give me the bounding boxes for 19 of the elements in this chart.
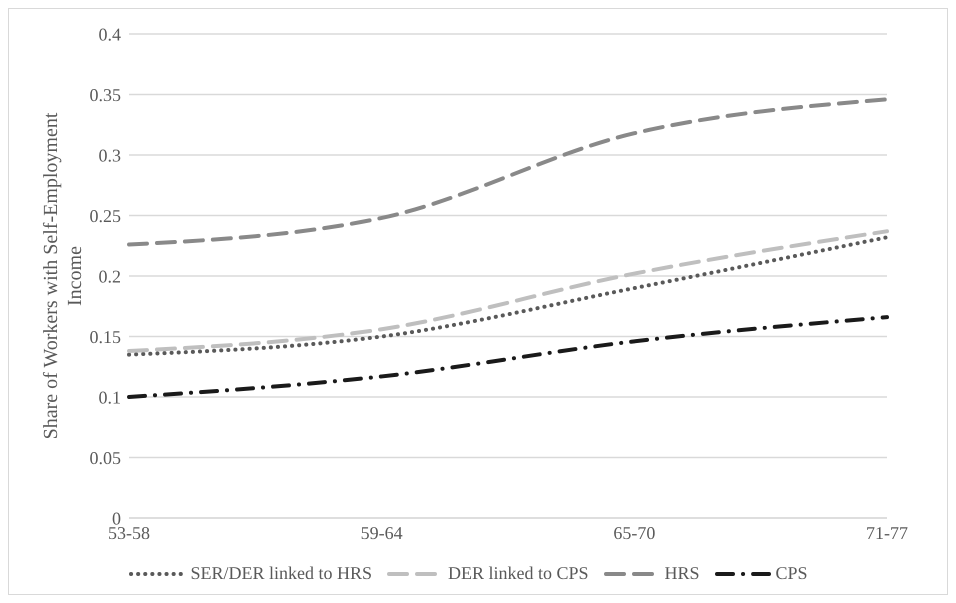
y-tick-label: 0.1 — [98, 387, 121, 408]
y-axis-title: Share of Workers with Self-Employment Income — [40, 112, 86, 440]
y-tick-label: 0.15 — [90, 326, 121, 347]
x-tick-label: 65-70 — [613, 522, 656, 543]
line-series — [127, 97, 889, 247]
line-series — [127, 315, 889, 399]
legend-label: HRS — [664, 563, 700, 584]
x-tick-label: 71-77 — [866, 522, 908, 543]
y-tick-label: 0.3 — [98, 145, 121, 166]
y-tick-label: 0.25 — [90, 206, 121, 226]
y-tick-label: 0.35 — [90, 84, 121, 105]
legend-label: DER linked to CPS — [448, 563, 588, 584]
x-tick-label: 59-64 — [360, 522, 403, 543]
y-tick-label: 0 — [112, 508, 121, 528]
y-tick-label: 0.05 — [90, 448, 121, 468]
legend-label: CPS — [776, 563, 808, 584]
y-tick-label: 0.2 — [98, 266, 121, 286]
y-tick-label: 0.4 — [98, 24, 121, 44]
legend-label: SER/DER linked to HRS — [190, 563, 372, 584]
